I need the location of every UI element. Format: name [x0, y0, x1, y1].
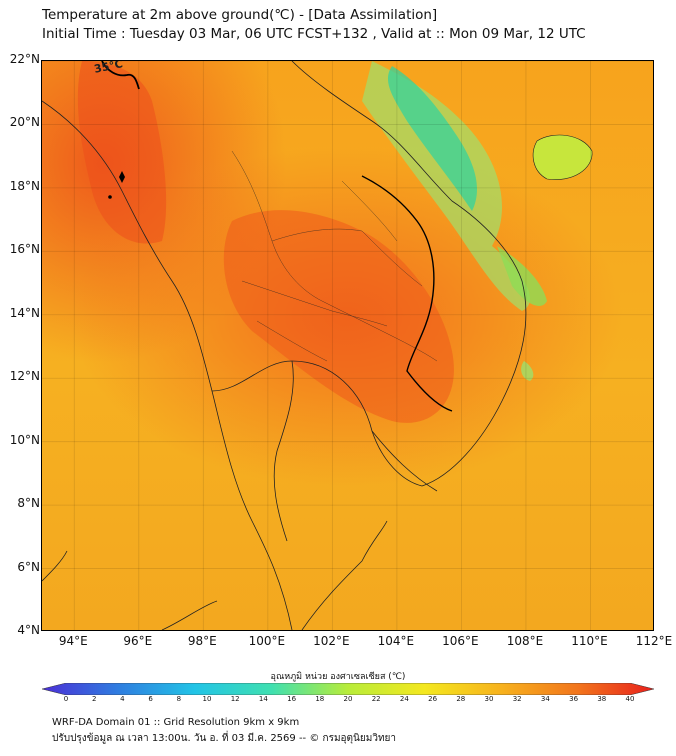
chart-subtitle: Initial Time : Tuesday 03 Mar, 06 UTC FC… [42, 26, 586, 42]
lon-tick-label: 96°E [123, 634, 153, 648]
colorbar-tick-label: 18 [315, 695, 325, 703]
temperature-map: 35°C [41, 60, 654, 631]
colorbar-tick-label: 28 [456, 695, 466, 703]
lon-tick-label: 94°E [58, 634, 88, 648]
lon-tick-label: 98°E [187, 634, 217, 648]
lat-tick-label: 18°N [9, 178, 40, 193]
colorbar-tick-label: 6 [148, 695, 153, 703]
colorbar [41, 680, 655, 696]
lat-tick-label: 4°N [17, 623, 40, 637]
colorbar-tick-label: 40 [625, 695, 635, 703]
colorbar-tick-label: 20 [343, 695, 353, 703]
colorbar-label: อุณหภูมิ หน่วย องศาเซลเซียส (℃) [270, 672, 406, 682]
lon-tick-label: 100°E [248, 634, 286, 648]
lat-tick-label: 6°N [17, 559, 40, 574]
colorbar-tick-label: 36 [569, 695, 579, 703]
lon-tick-label: 108°E [506, 634, 544, 648]
chart-title: Temperature at 2m above ground(℃) - [Dat… [42, 7, 438, 23]
colorbar-tick-label: 4 [120, 695, 125, 703]
lat-tick-label: 14°N [9, 305, 40, 320]
colorbar-tick-label: 12 [230, 695, 240, 703]
colorbar-tick-label: 8 [176, 695, 182, 703]
colorbar-tick-label: 32 [512, 695, 522, 703]
lon-tick-label: 102°E [313, 634, 350, 648]
lon-tick-label: 106°E [442, 634, 479, 648]
lat-tick-label: 20°N [9, 115, 40, 130]
lon-tick-label: 112°E [635, 634, 673, 648]
colorbar-tick-label: 22 [371, 695, 381, 703]
lat-tick-label: 10°N [9, 432, 40, 447]
lat-tick-label: 8°N [17, 496, 40, 511]
map-overlay [42, 61, 593, 630]
footer-credit: ปรับปรุงข้อมูล ณ เวลา 13:00น. วัน อ. ที่… [52, 733, 397, 744]
lon-tick-label: 104°E [377, 634, 415, 648]
colorbar-tick-label: 0 [63, 695, 69, 703]
colorbar-tick-label: 26 [428, 695, 438, 703]
colorbar-tick-label: 24 [399, 695, 409, 703]
colorbar-tick-label: 16 [287, 695, 297, 703]
lat-tick-label: 16°N [9, 242, 40, 257]
graticule [42, 61, 653, 630]
lat-tick-label: 22°N [9, 52, 40, 66]
colorbar-tick-label: 10 [202, 695, 212, 703]
colorbar-gradient [41, 682, 655, 696]
colorbar-tick-label: 2 [91, 695, 97, 703]
colorbar-tick-label: 38 [597, 695, 607, 703]
colorbar-tick-label: 30 [484, 695, 494, 703]
lon-tick-label: 110°E [571, 634, 608, 648]
footer-model-info: WRF-DA Domain 01 :: Grid Resolution 9km … [52, 717, 300, 728]
colorbar-tick-label: 34 [540, 695, 550, 703]
lat-tick-label: 12°N [9, 369, 40, 384]
colorbar-tick-label: 14 [258, 695, 268, 703]
